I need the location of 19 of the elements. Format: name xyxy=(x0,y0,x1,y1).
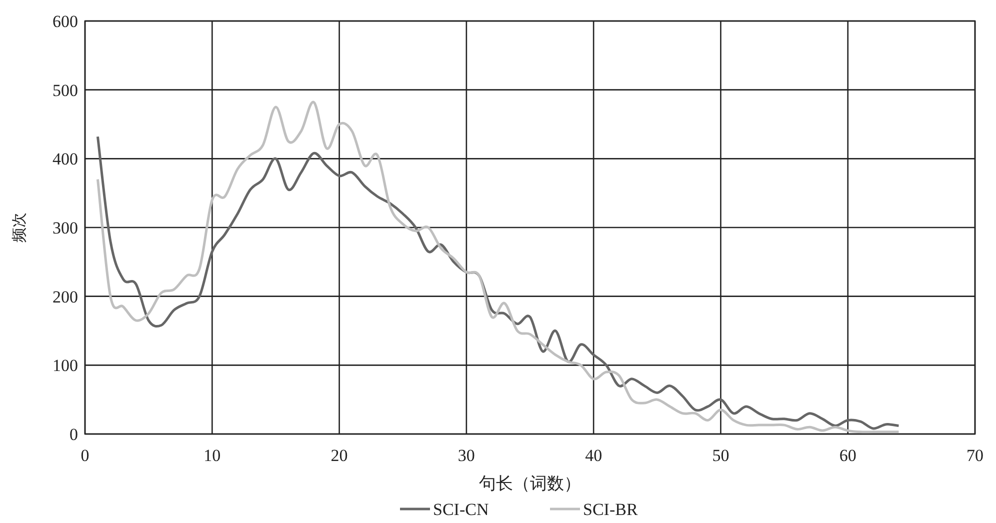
y-tick-label: 100 xyxy=(52,356,78,376)
x-tick-label: 20 xyxy=(330,446,348,465)
y-tick-label: 600 xyxy=(52,12,78,31)
x-tick-label: 10 xyxy=(204,446,221,465)
y-tick-label: 0 xyxy=(70,425,78,444)
legend-label: SCI-BR xyxy=(583,500,638,519)
x-tick-label: 50 xyxy=(712,446,730,465)
y-tick-label: 400 xyxy=(52,150,78,169)
x-tick-label: 60 xyxy=(839,446,856,465)
y-axis-title: 频次 xyxy=(11,212,28,242)
x-tick-label: 0 xyxy=(80,446,90,465)
x-axis-title: 句长（词数） xyxy=(479,474,581,493)
legend-label: SCI-CN xyxy=(433,500,489,519)
y-tick-label: 300 xyxy=(52,218,78,238)
x-tick-label: 30 xyxy=(458,446,475,465)
y-tick-label: 200 xyxy=(52,287,78,306)
x-tick-label: 40 xyxy=(585,446,602,465)
x-tick-label: 70 xyxy=(966,446,984,465)
y-tick-label: 500 xyxy=(52,80,78,100)
